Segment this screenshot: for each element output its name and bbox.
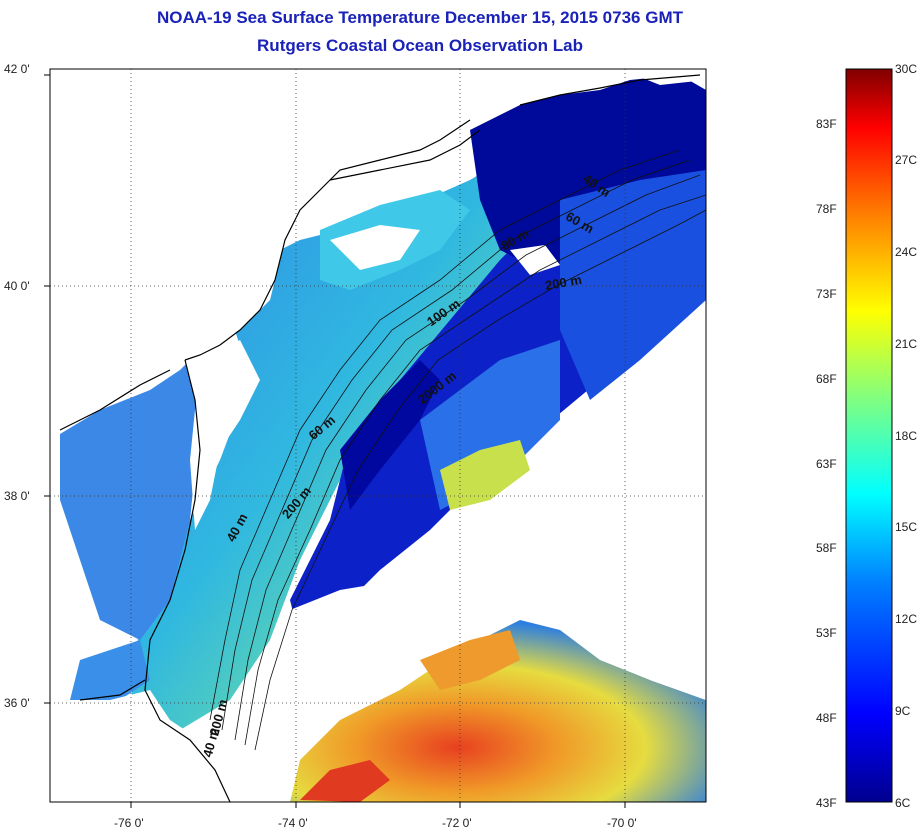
colorbar-celsius-label: 30C bbox=[895, 62, 918, 76]
lon-tick: -74 0' bbox=[278, 816, 308, 830]
colorbar-celsius-label: 15C bbox=[895, 520, 918, 534]
axis-ticks bbox=[44, 74, 626, 808]
colorbar-fahrenheit-label: 78F bbox=[816, 202, 837, 216]
map-title: NOAA-19 Sea Surface Temperature December… bbox=[157, 8, 683, 27]
colorbar-celsius-label: 27C bbox=[895, 153, 918, 167]
lat-tick: 42 0' bbox=[4, 62, 30, 76]
colorbar-celsius-label: 9C bbox=[895, 704, 911, 718]
lon-tick: -72 0' bbox=[442, 816, 472, 830]
bathymetry-contours bbox=[209, 149, 706, 751]
colorbar-celsius-label: 6C bbox=[895, 796, 911, 810]
map-subtitle: Rutgers Coastal Ocean Observation Lab bbox=[257, 36, 583, 55]
graticule bbox=[50, 69, 706, 802]
lat-tick: 38 0' bbox=[4, 489, 30, 503]
colorbar bbox=[845, 68, 893, 803]
lon-tick: -70 0' bbox=[607, 816, 637, 830]
colorbar-celsius-label: 12C bbox=[895, 612, 918, 626]
colorbar-celsius-label: 21C bbox=[895, 337, 918, 351]
colorbar-celsius-label: 18C bbox=[895, 429, 918, 443]
colorbar-fahrenheit-label: 48F bbox=[816, 711, 837, 725]
sst-field bbox=[50, 69, 706, 802]
colorbar-fahrenheit-label: 43F bbox=[816, 796, 837, 810]
colorbar-fahrenheit-label: 73F bbox=[816, 287, 837, 301]
colorbar-fahrenheit-label: 63F bbox=[816, 457, 837, 471]
lat-tick: 36 0' bbox=[4, 696, 30, 710]
coastline bbox=[59, 74, 701, 802]
colorbar-celsius-label: 24C bbox=[895, 245, 918, 259]
lon-tick: -76 0' bbox=[114, 816, 144, 830]
map-frame bbox=[49, 68, 707, 803]
lat-tick: 40 0' bbox=[4, 279, 30, 293]
colorbar-fahrenheit-label: 68F bbox=[816, 372, 837, 386]
colorbar-fahrenheit-label: 58F bbox=[816, 541, 837, 555]
colorbar-fahrenheit-label: 53F bbox=[816, 626, 837, 640]
colorbar-fahrenheit-label: 83F bbox=[816, 117, 837, 131]
